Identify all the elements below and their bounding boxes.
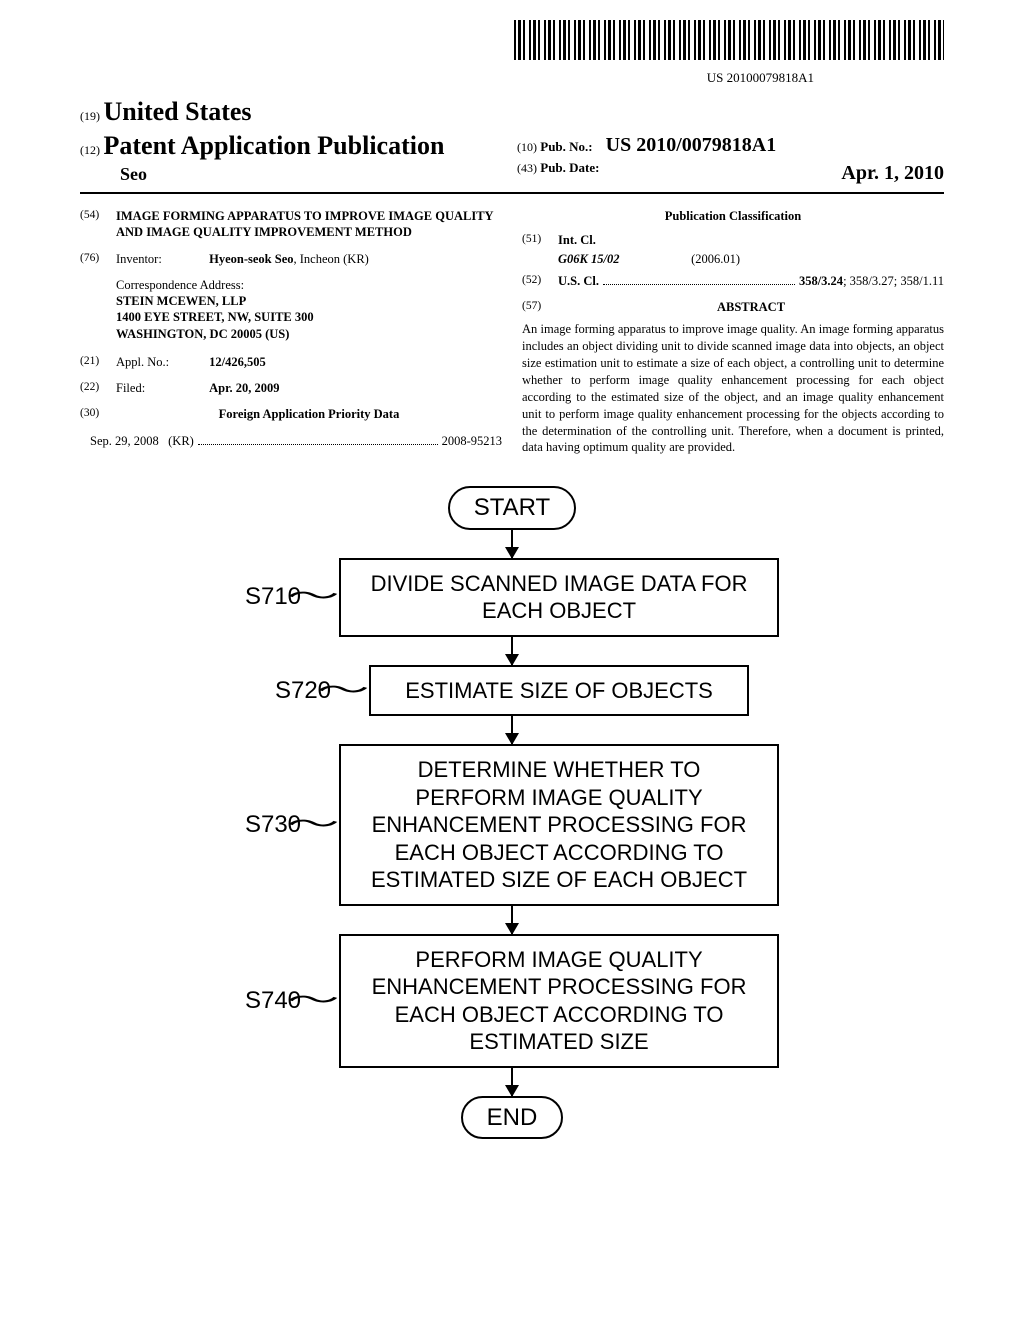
classification-heading: Publication Classification [522,208,944,224]
flowchart: START S710〜 DIVIDE SCANNED IMAGE DATA FO… [80,486,944,1138]
connector-icon: 〜 [317,675,370,706]
flowchart-step-row: S730〜 DETERMINE WHETHER TO PERFORM IMAGE… [80,744,944,906]
bibliographic-columns: (54) IMAGE FORMING APPARATUS TO IMPROVE … [80,208,944,456]
flowchart-step-row: S720〜 ESTIMATE SIZE OF OBJECTS [80,665,944,717]
header-row: (19) United States (12) Patent Applicati… [80,95,944,186]
abstract-label: ABSTRACT [558,299,944,315]
title-code: (54) [80,208,116,241]
priority-country: (KR) [168,433,194,449]
inventor-label: Inventor: [116,251,206,267]
appl-number: 12/426,505 [209,355,266,369]
flowchart-arrow [511,716,513,744]
pub-date-code: (43) [517,161,537,175]
priority-number: 2008-95213 [442,433,502,449]
filed-label: Filed: [116,380,206,396]
step-box-1: DIVIDE SCANNED IMAGE DATA FOR EACH OBJEC… [339,558,779,637]
filed-date: Apr. 20, 2009 [209,381,279,395]
priority-date: Sep. 29, 2008 [90,433,159,449]
correspondence-line-2: 1400 EYE STREET, NW, SUITE 300 [116,309,502,325]
inventor-shortname: Seo [80,163,507,186]
flowchart-step-row: S710〜 DIVIDE SCANNED IMAGE DATA FOR EACH… [80,558,944,637]
inventor-code: (76) [80,251,116,267]
uscl-label: U.S. Cl. [558,273,599,289]
flowchart-arrow [511,906,513,934]
flowchart-arrow [511,637,513,665]
header-right: (10) Pub. No.: US 2010/0079818A1 (43) Pu… [507,132,944,186]
abstract-code: (57) [522,299,558,315]
flowchart-arrow [511,530,513,558]
inventor-name: Hyeon-seok Seo [209,252,293,266]
connector-icon: 〜 [287,581,340,612]
barcode-region [80,20,944,66]
right-column: Publication Classification (51) Int. Cl.… [522,208,944,456]
flowchart-arrow [511,1068,513,1096]
correspondence-line-1: STEIN MCEWEN, LLP [116,293,502,309]
connector-icon: 〜 [287,809,340,840]
pub-date: Apr. 1, 2010 [841,160,944,186]
pub-type-code: (12) [80,143,100,157]
correspondence-line-3: WASHINGTON, DC 20005 (US) [116,326,502,342]
appl-label: Appl. No.: [116,354,206,370]
inventor-location: , Incheon (KR) [294,252,369,266]
pub-no-label: Pub. No.: [540,139,592,154]
correspondence-label: Correspondence Address: [116,277,502,293]
header-divider [80,192,944,194]
pub-type: Patent Application Publication [104,131,445,160]
invention-title: IMAGE FORMING APPARATUS TO IMPROVE IMAGE… [116,208,502,241]
correspondence-block: Correspondence Address: STEIN MCEWEN, LL… [80,277,502,342]
uscl-rest: ; 358/3.27; 358/1.11 [843,273,944,289]
uscl-code: (52) [522,273,558,289]
flowchart-end: END [461,1096,564,1139]
intcl-value: G06K 15/02 [558,251,688,267]
flowchart-start: START [448,486,576,529]
abstract-text: An image forming apparatus to improve im… [522,321,944,456]
step-box-2: ESTIMATE SIZE OF OBJECTS [369,665,749,717]
uscl-main: 358/3.24 [799,273,843,289]
intcl-year: (2006.01) [691,252,740,266]
connector-icon: 〜 [287,985,340,1016]
header-left: (19) United States (12) Patent Applicati… [80,95,507,186]
step-box-4: PERFORM IMAGE QUALITY ENHANCEMENT PROCES… [339,934,779,1068]
priority-code: (30) [80,406,116,422]
appl-code: (21) [80,354,116,370]
step-box-3: DETERMINE WHETHER TO PERFORM IMAGE QUALI… [339,744,779,906]
country-name: United States [104,97,252,126]
filed-code: (22) [80,380,116,396]
left-column: (54) IMAGE FORMING APPARATUS TO IMPROVE … [80,208,502,456]
priority-heading: Foreign Application Priority Data [116,406,502,422]
intcl-label: Int. Cl. [558,232,944,248]
pub-date-label: Pub. Date: [540,160,599,175]
pub-no-code: (10) [517,140,537,154]
country-code: (19) [80,109,100,123]
pub-no: US 2010/0079818A1 [606,134,777,156]
barcode-number: US 20100079818A1 [80,70,944,87]
flowchart-step-row: S740〜 PERFORM IMAGE QUALITY ENHANCEMENT … [80,934,944,1068]
intcl-code: (51) [522,232,558,248]
barcode-graphic [514,20,944,60]
